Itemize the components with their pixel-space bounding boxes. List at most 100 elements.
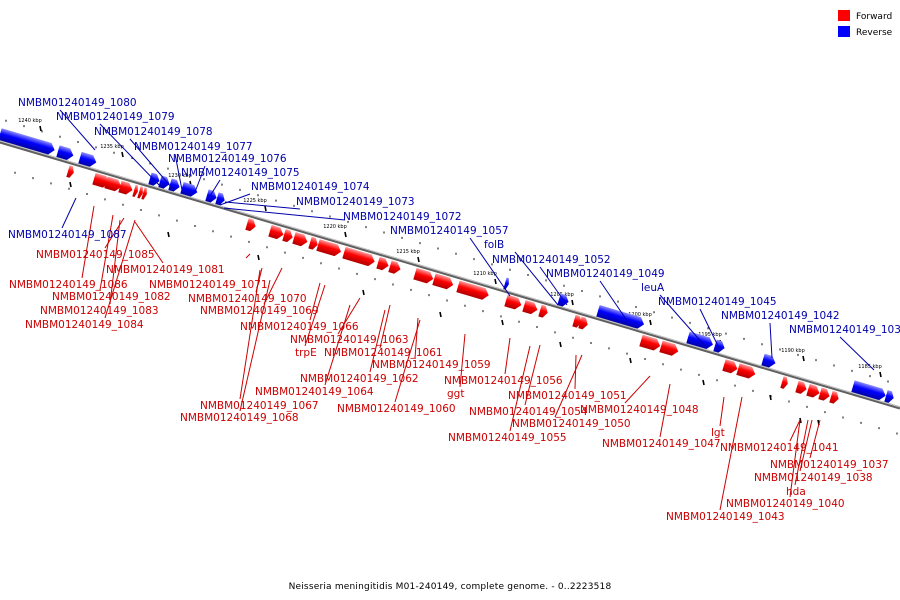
gene-arrow	[92, 173, 110, 188]
leader-line	[337, 297, 361, 335]
leader-line	[599, 280, 629, 323]
forward-gene	[780, 376, 788, 389]
gene-label-reverse: NMBM01240149_1079	[56, 111, 175, 123]
gene-arrow	[376, 256, 389, 271]
gene-arrow	[0, 128, 55, 155]
gene-label-reverse: NMBM01240149_1036	[789, 324, 900, 336]
leader-line	[209, 179, 221, 197]
ruler-label: 1235 kbp	[100, 144, 124, 150]
leader-line	[699, 308, 721, 351]
leader-line	[109, 219, 121, 305]
gene-arrow	[268, 225, 284, 240]
forward-gene	[137, 186, 143, 199]
gene-arrow	[504, 294, 522, 310]
gene-label-forward: NMBM01240149_1070	[188, 293, 307, 305]
forward-gene	[504, 294, 522, 310]
gene-label-forward: ggt	[447, 388, 464, 400]
leader-line	[799, 419, 813, 472]
ruler-label: 1200 kbp	[628, 312, 652, 318]
reverse-gene	[56, 145, 74, 161]
gene-label-reverse: NMBM01240149_1076	[168, 153, 287, 165]
ruler-major-tick	[494, 278, 497, 285]
leader-line	[554, 354, 583, 418]
gene-arrow	[168, 178, 180, 192]
gene-label-forward: NMBM01240149_1062	[300, 373, 419, 385]
genome-backbone-highlight	[0, 140, 900, 408]
gene-label-reverse: NMBM01240149_1087	[8, 229, 127, 241]
forward-gene	[292, 232, 308, 247]
leader-line	[239, 279, 271, 412]
gene-arrow	[456, 280, 489, 300]
gene-arrow	[158, 175, 170, 189]
gene-arrow	[282, 229, 293, 243]
ruler-label: 1190 kbp	[781, 348, 805, 354]
gene-label-forward: NMBM01240149_1063	[290, 334, 409, 346]
reverse-gene	[205, 189, 217, 203]
leader-line	[304, 284, 326, 347]
gene-arrow	[388, 260, 401, 274]
feature-mark	[799, 417, 802, 424]
gene-arrow	[245, 218, 256, 232]
forward-genes	[66, 165, 839, 404]
gene-label-forward: NMBM01240149_1055	[448, 432, 567, 444]
leader-line	[459, 333, 466, 388]
feature-mark	[69, 181, 72, 188]
gene-label-forward: NMBM01240149_1085	[36, 249, 155, 261]
leader-line	[379, 304, 391, 349]
gene-label-forward: NMBM01240149_1051	[508, 390, 627, 402]
gene-label-reverse: NMBM01240149_1078	[94, 126, 213, 138]
gene-label-forward: NMBM01240149_1071	[149, 279, 268, 291]
forward-gene	[522, 300, 538, 315]
leader-line	[539, 266, 568, 306]
forward-gene	[456, 280, 489, 300]
gene-arrow	[413, 267, 434, 284]
gene-arrow	[316, 239, 342, 257]
gene-arrow	[66, 165, 74, 178]
gene-arrow	[432, 273, 454, 290]
gene-label-forward: NMBM01240149_1043	[666, 511, 785, 523]
gene-label-forward: NMBM01240149_1047	[602, 438, 721, 450]
gene-label-forward: NMBM01240149_1083	[40, 305, 159, 317]
forward-gene	[538, 304, 548, 318]
gene-label-reverse: NMBM01240149_1042	[721, 310, 840, 322]
gene-arrow	[104, 176, 122, 192]
leader-line	[794, 419, 809, 486]
leader-line	[104, 219, 136, 319]
gene-label-reverse: NMBM01240149_1073	[296, 196, 415, 208]
label-leaders	[59, 109, 875, 511]
leader-line	[719, 396, 725, 427]
gene-arrow	[578, 316, 588, 330]
legend-forward-swatch	[838, 10, 850, 21]
leader-line	[194, 165, 206, 193]
gene-label-reverse: folB	[484, 239, 504, 251]
legend: Forward Reverse	[838, 10, 893, 38]
map-caption: Neisseria meningitidis M01-240149, compl…	[289, 582, 612, 592]
reverse-gene	[503, 277, 509, 290]
forward-gene	[376, 256, 389, 271]
gene-label-forward: hda	[786, 486, 806, 498]
gene-arrow	[180, 182, 198, 197]
gene-arrow	[795, 380, 807, 394]
gene-label-forward: NMBM01240149_1067	[200, 400, 319, 412]
leader-line	[789, 419, 801, 442]
gene-labels: NMBM01240149_1080 NMBM01240149_1079 NMBM01…	[8, 97, 900, 523]
leader-line	[719, 396, 743, 511]
leader-line	[174, 153, 183, 191]
gene-arrow	[342, 246, 375, 267]
ruler-label: 1210 kbp	[473, 271, 497, 277]
ruler-major-tick	[121, 151, 124, 158]
leader-line	[624, 375, 651, 404]
leader-line	[659, 294, 706, 347]
leader-line	[134, 221, 164, 264]
forward-gene	[342, 246, 375, 267]
reverse-gene	[168, 178, 180, 192]
gene-arrow	[780, 376, 788, 389]
ruler-label: 1230 kbp	[168, 173, 192, 179]
leader-line	[769, 322, 773, 359]
ruler-label: 1225 kbp	[243, 198, 267, 204]
feature-mark	[501, 319, 504, 326]
leader-line	[324, 304, 351, 386]
leader-line	[574, 354, 577, 390]
